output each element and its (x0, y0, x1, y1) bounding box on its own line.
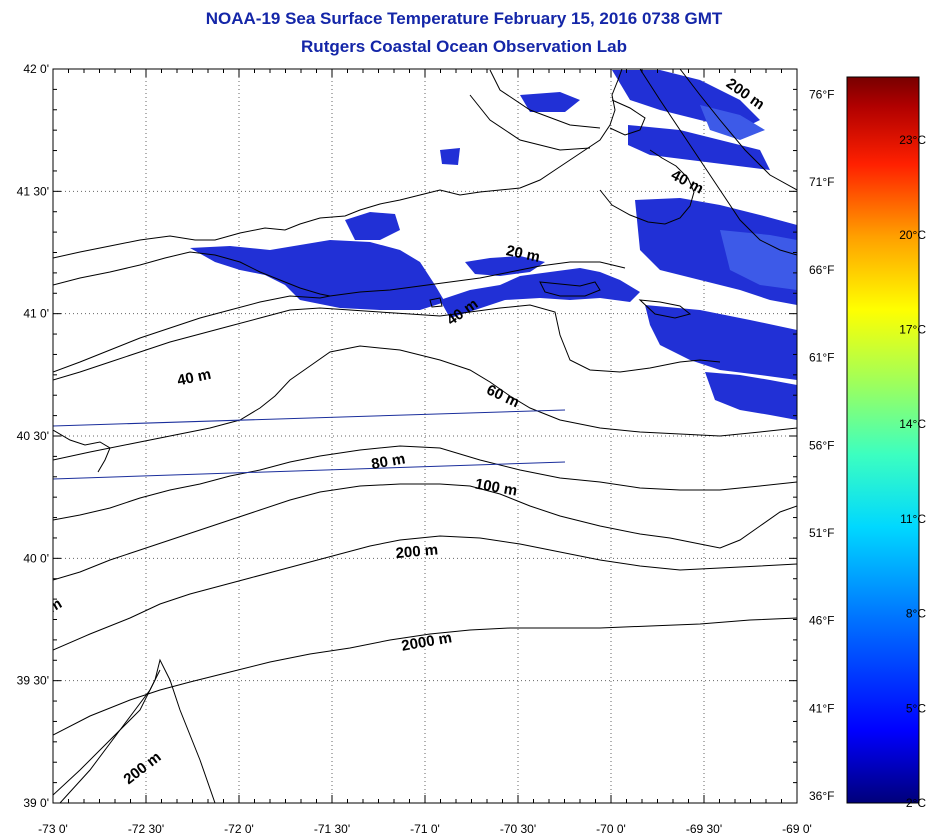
celsius-label: 17°C (899, 323, 926, 337)
contour-label-40m-ne: 40 m (668, 167, 706, 198)
contour-label-40m-west: 40 m (176, 366, 213, 390)
lat-label: 39 30' (17, 674, 49, 688)
contour-2000m-canyon (59, 669, 161, 803)
fahrenheit-label: 66°F (809, 263, 834, 277)
lat-label: 40 30' (17, 429, 49, 443)
lon-label: -71 30' (314, 822, 350, 836)
coast-nj (53, 429, 111, 473)
latitude-labels: 42 0' 41 30' 41 0' 40 30' 40 0' 39 30' 39 0' (17, 62, 49, 810)
contour-100m (53, 483, 797, 581)
lat-label: 41 30' (17, 184, 49, 198)
contour-label-m-edge: m (45, 595, 65, 616)
contour-label-200m-sw: 200 m (120, 748, 164, 788)
contour-gom (469, 94, 591, 151)
sst-patch-ne-2 (628, 125, 770, 170)
lon-label: -73 0' (38, 822, 68, 836)
contour-200m (53, 535, 797, 651)
coast-nantucket (638, 299, 692, 319)
lon-label: -69 30' (686, 822, 722, 836)
lat-label: 42 0' (23, 62, 49, 76)
coast-long-island-north (53, 251, 331, 297)
contour-label-2000m: 2000 m (400, 629, 453, 655)
contour-label-200m: 200 m (395, 541, 439, 562)
fahrenheit-label: 71°F (809, 175, 834, 189)
contour-200m-canyon (53, 658, 216, 803)
contour-label-100m: 100 m (474, 476, 519, 500)
contour-ne-shelf (639, 69, 797, 256)
longitude-labels: -73 0' -72 30' -72 0' -71 30' -71 0' -70 30' -… (38, 822, 812, 836)
fahrenheit-labels: 76°F 71°F 66°F 61°F 56°F 51°F 46°F 41°F 36°F (809, 88, 834, 803)
swath-edges (53, 409, 566, 480)
sst-patch-east-2 (645, 305, 797, 380)
celsius-label: 5°C (906, 701, 926, 715)
sst-data-patches (190, 70, 797, 420)
fahrenheit-label: 76°F (809, 88, 834, 102)
celsius-label: 20°C (899, 228, 926, 242)
celsius-label: 23°C (899, 133, 926, 147)
coast-block (429, 297, 443, 308)
coast-long-island-south (53, 295, 331, 373)
coast-boston (609, 99, 646, 136)
sst-patch-east-3 (705, 372, 797, 420)
coast-marthas (539, 281, 601, 297)
celsius-labels: 23°C 20°C 17°C 14°C 11°C 8°C 5°C 2°C (899, 133, 926, 810)
contour-label-80m: 80 m (370, 450, 407, 473)
fahrenheit-label: 51°F (809, 526, 834, 540)
fahrenheit-label: 61°F (809, 351, 834, 365)
map-subtitle: Rutgers Coastal Ocean Observation Lab (301, 37, 627, 56)
sst-patch-buzzards (465, 256, 545, 276)
fahrenheit-label: 56°F (809, 438, 834, 452)
lon-label: -70 0' (596, 822, 626, 836)
sst-patch-capecod-bay (520, 92, 580, 112)
bathymetry-contours (53, 69, 797, 803)
contour-ne-shelf-2 (679, 69, 797, 191)
sst-patch-li-sound (190, 240, 445, 310)
celsius-label: 8°C (906, 607, 926, 621)
contour-label-20m: 20 m (504, 242, 541, 266)
fahrenheit-label: 36°F (809, 789, 834, 803)
sst-patch-small (440, 148, 460, 165)
contour-gom-2 (489, 69, 601, 129)
coastlines (53, 69, 695, 473)
lon-label: -72 0' (224, 822, 254, 836)
map-title: NOAA-19 Sea Surface Temperature February… (205, 9, 723, 28)
lon-label: -72 30' (128, 822, 164, 836)
lat-label: 39 0' (23, 796, 49, 810)
sst-patch-narragansett (440, 268, 640, 318)
contour-2000m (53, 617, 797, 736)
contour-20m (329, 261, 626, 297)
fahrenheit-label: 46°F (809, 614, 834, 628)
lon-label: -69 0' (782, 822, 812, 836)
lon-label: -71 0' (410, 822, 440, 836)
celsius-label: 11°C (900, 512, 926, 526)
sst-patch-northshore (345, 212, 400, 240)
map-ticks (52, 68, 798, 804)
contour-label-60m: 60 m (484, 381, 522, 411)
coast-capecod (599, 149, 695, 225)
sst-data-light (700, 105, 797, 290)
coast-connecticut (53, 69, 623, 259)
celsius-label: 2°C (906, 796, 926, 810)
celsius-label: 14°C (899, 417, 926, 431)
contour-40m (53, 304, 721, 381)
lon-label: -70 30' (500, 822, 536, 836)
lat-label: 41 0' (23, 307, 49, 321)
contour-60m (53, 345, 797, 461)
colorbar (846, 76, 920, 804)
fahrenheit-label: 41°F (809, 701, 834, 715)
contour-80m (53, 445, 797, 521)
lat-label: 40 0' (23, 551, 49, 565)
